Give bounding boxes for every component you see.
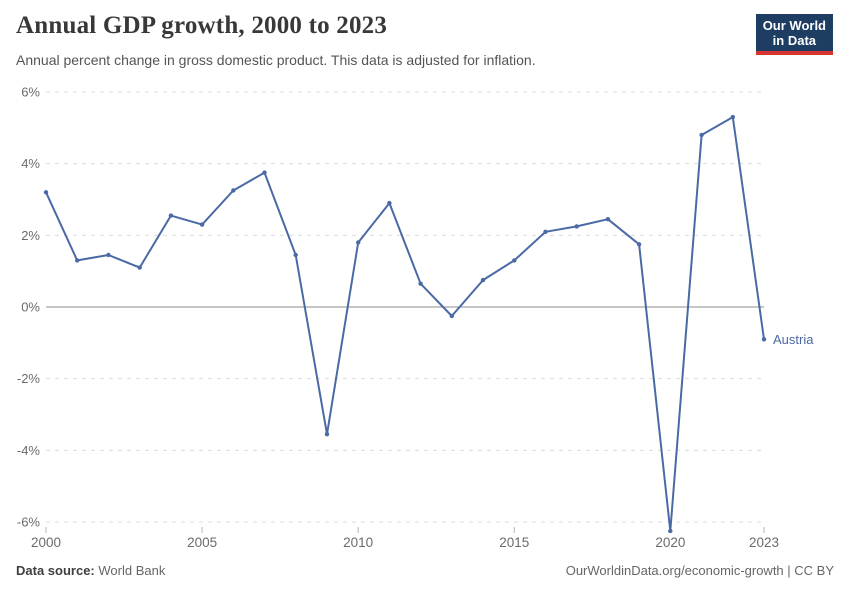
page-title: Annual GDP growth, 2000 to 2023	[16, 12, 388, 39]
data-point[interactable]	[668, 528, 673, 534]
data-point[interactable]	[324, 432, 330, 437]
data-point[interactable]	[761, 337, 767, 342]
austria-line[interactable]	[45, 116, 765, 532]
y-tick-label: -6%	[17, 515, 41, 530]
data-point[interactable]	[293, 252, 298, 258]
data-point[interactable]	[262, 170, 267, 175]
data-point[interactable]	[199, 222, 205, 227]
x-tick-label: 2000	[31, 535, 61, 550]
data-point[interactable]	[43, 190, 49, 195]
data-point[interactable]	[106, 252, 111, 258]
data-point[interactable]	[75, 258, 80, 263]
y-tick-label: 0%	[21, 300, 40, 315]
data-source-value: World Bank	[98, 563, 166, 578]
data-source-label: Data source:	[16, 563, 95, 578]
data-point[interactable]	[387, 200, 392, 206]
x-tick-label: 2023	[749, 535, 779, 550]
data-point[interactable]	[543, 229, 548, 234]
series-end-label: Austria	[773, 332, 814, 347]
chart-subtitle: Annual percent change in gross domestic …	[16, 52, 536, 68]
y-tick-label: 4%	[21, 156, 40, 171]
owid-logo-line2: in Data	[772, 33, 817, 48]
data-point[interactable]	[699, 132, 704, 138]
data-point[interactable]	[137, 265, 142, 270]
data-point[interactable]	[512, 258, 517, 263]
owid-logo[interactable]: Our World in Data	[755, 14, 833, 55]
data-point[interactable]	[480, 277, 486, 283]
data-point[interactable]	[168, 213, 174, 218]
x-tick-label: 2020	[655, 535, 685, 550]
y-tick-label: -2%	[17, 371, 41, 386]
chart-footer: Data source: World Bank OurWorldinData.o…	[16, 563, 834, 578]
owid-citation-link[interactable]: OurWorldinData.org/economic-growth | CC …	[565, 563, 834, 578]
data-source: Data source: World Bank	[16, 563, 165, 578]
data-point[interactable]	[231, 188, 236, 193]
data-point[interactable]	[605, 217, 611, 222]
x-tick-label: 2015	[499, 535, 529, 550]
x-tick-label: 2010	[343, 535, 373, 550]
data-point[interactable]	[449, 313, 454, 319]
y-tick-label: 2%	[21, 228, 40, 243]
data-point[interactable]	[356, 240, 361, 245]
x-tick-label: 2005	[187, 535, 217, 550]
data-point[interactable]	[418, 281, 423, 286]
y-tick-label: 6%	[21, 85, 40, 100]
owid-logo-line1: Our World	[762, 18, 826, 33]
data-point[interactable]	[636, 242, 642, 247]
data-point[interactable]	[574, 224, 579, 229]
y-tick-label: -4%	[17, 443, 41, 458]
data-point[interactable]	[730, 114, 735, 120]
